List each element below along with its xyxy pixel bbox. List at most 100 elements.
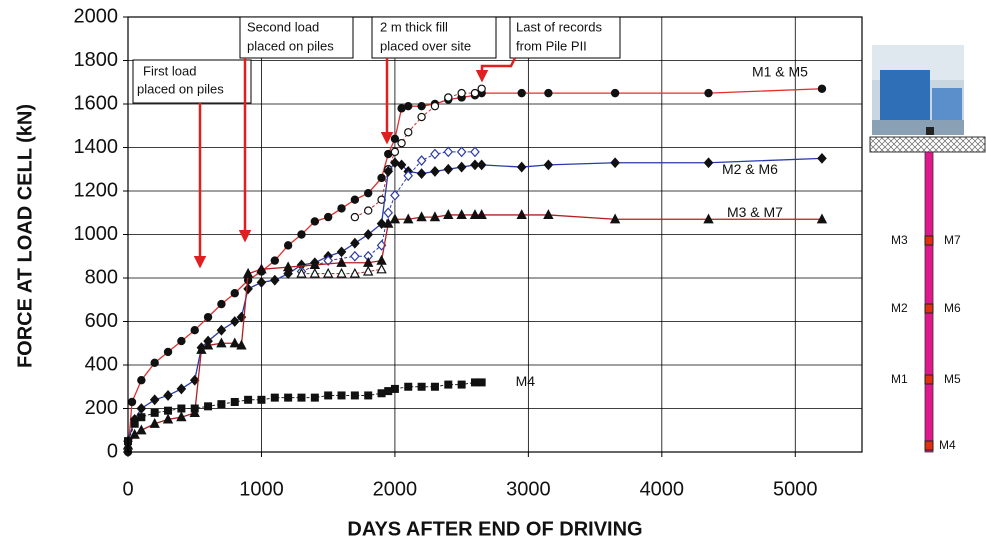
data-point <box>323 255 333 267</box>
data-point <box>404 382 413 391</box>
data-point <box>383 207 394 219</box>
data-point <box>517 88 526 98</box>
annotation-text: placed on piles <box>137 81 224 96</box>
data-point <box>476 209 487 220</box>
data-point <box>127 397 137 407</box>
data-point <box>430 166 440 177</box>
data-point <box>397 138 406 148</box>
data-point <box>377 173 386 183</box>
data-point <box>404 128 413 137</box>
data-point <box>337 391 346 400</box>
data-point <box>177 404 186 413</box>
series-line <box>127 88 822 453</box>
y-tick-label: 1800 <box>74 49 119 71</box>
data-point <box>456 146 467 158</box>
data-point <box>609 213 621 224</box>
series-line <box>127 214 822 446</box>
y-tick-label: 1000 <box>74 223 119 245</box>
data-point <box>403 213 414 224</box>
data-point <box>257 395 266 404</box>
x-axis-title: DAYS AFTER END OF DRIVING <box>347 518 642 540</box>
data-point <box>376 218 387 230</box>
annotation-text: First load <box>143 63 196 78</box>
data-point <box>297 230 306 239</box>
annotation: First load placed on piles <box>132 59 252 269</box>
data-point <box>376 263 387 274</box>
data-point <box>283 241 293 250</box>
series-label: M4 <box>516 373 536 389</box>
pile-label: M3 <box>891 233 908 247</box>
data-point <box>350 237 360 249</box>
y-tick-label: 600 <box>85 310 118 332</box>
data-point <box>703 213 714 224</box>
data-point <box>177 336 186 346</box>
data-point <box>349 267 361 278</box>
data-point <box>324 391 333 400</box>
data-point <box>216 324 227 336</box>
y-tick-label: 1200 <box>74 179 119 201</box>
data-point <box>163 347 173 357</box>
data-point <box>477 84 486 93</box>
data-point <box>477 378 486 387</box>
data-point <box>202 339 214 350</box>
data-point <box>242 267 254 278</box>
data-point <box>364 391 373 400</box>
data-point <box>470 159 480 171</box>
data-point <box>136 403 147 414</box>
data-point <box>229 316 240 327</box>
annotation-text: placed on piles <box>247 38 334 53</box>
annotation-text: Second load <box>247 19 319 34</box>
data-point <box>363 265 374 276</box>
data-point <box>817 152 827 164</box>
data-point <box>429 211 441 222</box>
data-point <box>430 382 439 391</box>
data-point <box>137 413 146 422</box>
data-point <box>390 134 400 143</box>
data-point <box>610 157 620 169</box>
data-point <box>516 161 527 173</box>
data-point <box>417 382 426 391</box>
data-point <box>389 213 401 224</box>
x-tick-label: 4000 <box>640 478 685 500</box>
data-point <box>149 417 160 428</box>
x-tick-label: 0 <box>122 478 133 500</box>
y-tick-label: 200 <box>85 397 118 419</box>
data-point <box>189 374 200 386</box>
pile-label: M1 <box>891 372 908 386</box>
data-point <box>150 408 159 417</box>
data-point <box>403 170 414 182</box>
data-point <box>216 337 227 348</box>
data-point <box>417 112 426 122</box>
annotation: Last of records from Pile PII <box>475 16 621 83</box>
data-point <box>310 393 319 402</box>
annotation-text: Last of records <box>516 19 602 34</box>
data-point <box>516 209 527 220</box>
data-point <box>256 263 267 274</box>
annotation: 2 m thick fill placed over site <box>371 16 497 145</box>
y-axis-title: FORCE AT LOAD CELL (kN) <box>14 104 36 368</box>
data-point <box>704 88 713 98</box>
pile-label: M2 <box>891 301 908 315</box>
data-point <box>297 393 306 402</box>
data-point <box>470 146 480 158</box>
data-point <box>282 261 294 272</box>
data-point <box>284 393 293 402</box>
data-point <box>444 380 453 389</box>
data-point <box>457 380 466 389</box>
data-point <box>416 168 427 180</box>
data-point <box>364 188 373 198</box>
y-tick-label: 2000 <box>74 5 119 27</box>
series-label: M2 & M6 <box>722 161 778 177</box>
data-point <box>456 161 467 173</box>
data-point <box>164 406 173 415</box>
data-point <box>457 88 466 98</box>
data-point <box>443 146 454 158</box>
data-point <box>269 274 280 286</box>
data-point <box>190 326 199 335</box>
data-point <box>703 157 714 169</box>
data-point <box>470 378 479 387</box>
data-point <box>270 256 279 265</box>
data-point <box>176 411 187 422</box>
data-point <box>390 384 399 393</box>
